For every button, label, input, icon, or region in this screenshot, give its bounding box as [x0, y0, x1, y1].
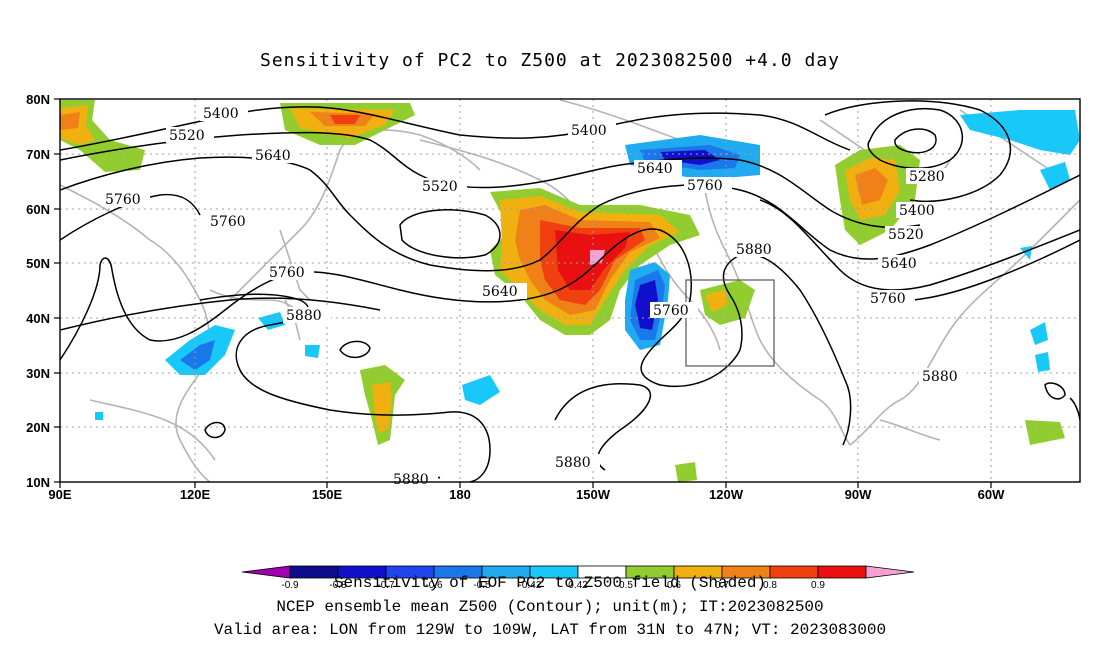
svg-text:60W: 60W — [978, 487, 1005, 502]
svg-text:40N: 40N — [26, 311, 50, 326]
svg-text:-0.7: -0.7 — [377, 580, 395, 591]
valid-area-box — [685, 279, 775, 367]
svg-text:30N: 30N — [26, 366, 50, 381]
svg-text:5400: 5400 — [899, 203, 935, 219]
svg-text:5520: 5520 — [169, 128, 205, 144]
svg-text:5640: 5640 — [881, 256, 917, 272]
svg-text:5760: 5760 — [653, 303, 689, 319]
svg-text:5760: 5760 — [687, 178, 723, 194]
svg-text:5880: 5880 — [555, 455, 591, 471]
svg-text:5640: 5640 — [482, 284, 518, 300]
svg-text:120E: 120E — [180, 487, 211, 502]
svg-text:5760: 5760 — [105, 192, 141, 208]
svg-text:50N: 50N — [26, 256, 50, 271]
svg-text:0.9: 0.9 — [811, 580, 825, 591]
svg-text:5880: 5880 — [393, 472, 429, 488]
plot-frame — [59, 98, 1081, 483]
svg-text:0.7: 0.7 — [715, 580, 729, 591]
contour-labels: 5400 5520 5640 5760 5760 5400 5520 5640 … — [102, 105, 967, 488]
svg-text:-0.42: -0.42 — [519, 580, 542, 591]
svg-text:10N: 10N — [26, 475, 50, 490]
svg-text:120W: 120W — [709, 487, 744, 502]
caption-line-1: Sensitivity of EOF PC2 to Z500 field (Sh… — [333, 574, 767, 592]
svg-text:5520: 5520 — [888, 227, 924, 243]
x-axis-labels: 90E 120E 150E 180 150W 120W 90W 60W — [48, 487, 1005, 502]
map-title: Sensitivity of PC2 to Z500 at 2023082500… — [259, 50, 840, 71]
svg-text:150W: 150W — [576, 487, 611, 502]
svg-text:-0.9: -0.9 — [281, 580, 299, 591]
svg-text:5400: 5400 — [203, 106, 239, 122]
svg-text:0.8: 0.8 — [763, 580, 777, 591]
colorbar-high-triangle — [865, 565, 915, 579]
graticule — [60, 99, 1080, 482]
svg-text:5280: 5280 — [909, 169, 945, 185]
svg-text:5520: 5520 — [422, 179, 458, 195]
svg-text:0.5: 0.5 — [619, 580, 633, 591]
svg-text:5880: 5880 — [286, 308, 322, 324]
svg-text:60N: 60N — [26, 202, 50, 217]
svg-text:70N: 70N — [26, 147, 50, 162]
svg-text:20N: 20N — [26, 420, 50, 435]
svg-text:0.6: 0.6 — [667, 580, 681, 591]
svg-text:150E: 150E — [312, 487, 343, 502]
svg-text:80N: 80N — [26, 92, 50, 107]
svg-text:5640: 5640 — [637, 161, 673, 177]
svg-text:5400: 5400 — [571, 123, 607, 139]
svg-text:0.42: 0.42 — [568, 580, 588, 591]
svg-text:90W: 90W — [845, 487, 872, 502]
svg-text:-0.8: -0.8 — [329, 580, 347, 591]
y-axis-labels: 80N 70N 60N 50N 40N 30N 20N 10N — [26, 92, 50, 490]
svg-text:5760: 5760 — [210, 214, 246, 230]
colorbar — [241, 565, 915, 579]
svg-text:5880: 5880 — [736, 242, 772, 258]
caption-line-2: NCEP ensemble mean Z500 (Contour); unit(… — [276, 598, 824, 616]
caption-line-3: Valid area: LON from 129W to 109W, LAT f… — [213, 621, 887, 639]
svg-text:5880: 5880 — [922, 369, 958, 385]
svg-text:5760: 5760 — [269, 265, 305, 281]
svg-text:5640: 5640 — [255, 148, 291, 164]
svg-text:90E: 90E — [48, 487, 71, 502]
sensitivity-shading — [60, 100, 1080, 482]
svg-text:180: 180 — [449, 487, 471, 502]
colorbar-labels: -0.9 -0.8 -0.7 -0.6 -0.5 -0.42 0.42 0.5 … — [281, 580, 825, 591]
svg-text:5760: 5760 — [870, 291, 906, 307]
svg-text:-0.6: -0.6 — [425, 580, 443, 591]
svg-text:-0.5: -0.5 — [473, 580, 491, 591]
